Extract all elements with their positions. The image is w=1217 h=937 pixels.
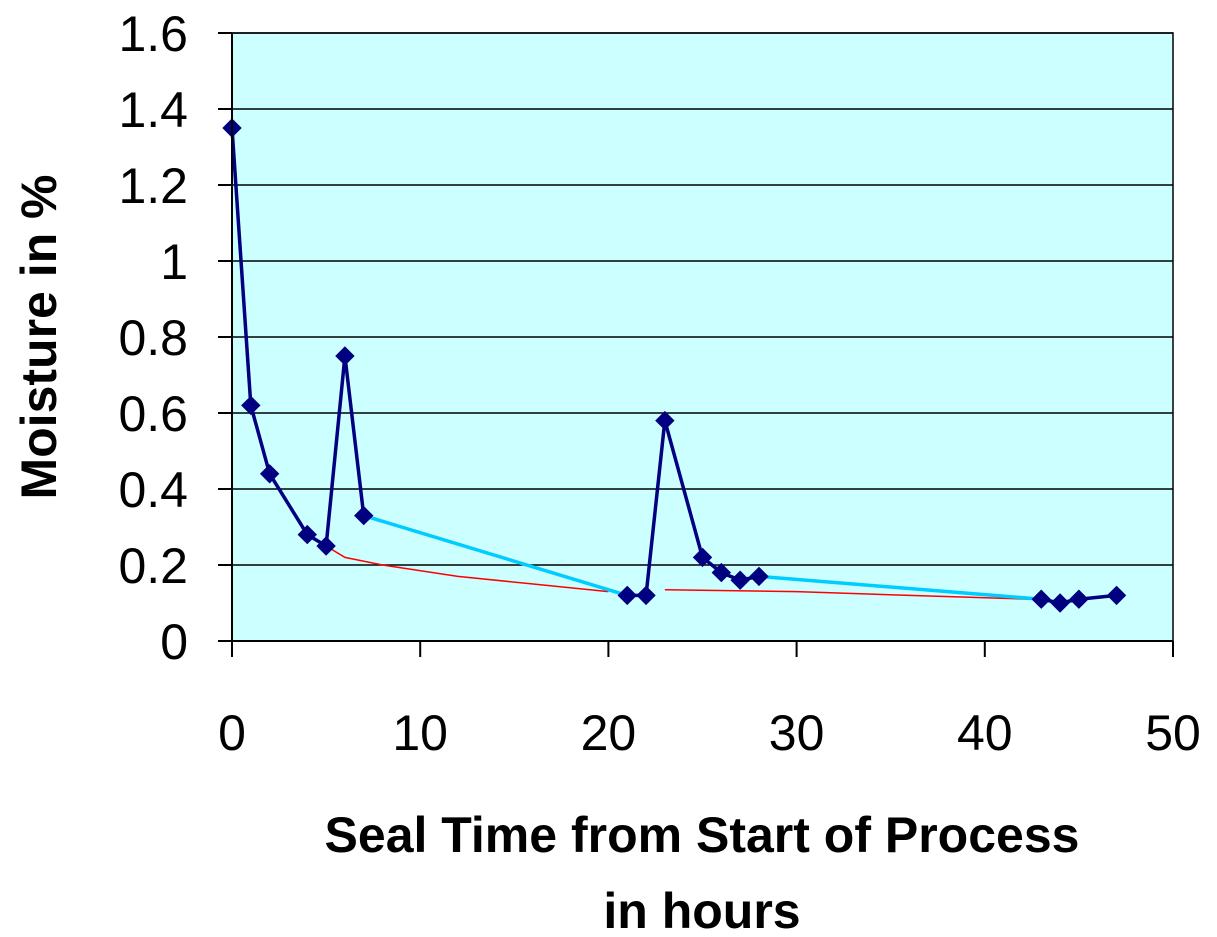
data-point-8 [636, 585, 656, 606]
y-tick-label-4: 0.8 [118, 310, 188, 366]
x-tick-label-2: 20 [581, 705, 637, 761]
y-tick-label-8: 1.6 [118, 6, 188, 62]
y-tick-label-2: 0.4 [118, 462, 188, 518]
y-tick-label-6: 1.2 [118, 158, 188, 214]
x-tick-labels: 0 10 20 30 40 50 [218, 705, 1201, 761]
series-segment-5 [343, 355, 366, 516]
y-tick-label-0: 0 [160, 614, 188, 670]
data-point-17 [1106, 585, 1127, 606]
data-point-13 [749, 566, 769, 587]
series-segment-4 [324, 355, 347, 547]
x-tick-label-5: 50 [1145, 705, 1201, 761]
series-segment-0 [230, 127, 253, 406]
data-point-16 [1069, 589, 1089, 609]
data-point-15 [1050, 593, 1070, 613]
x-tick-label-4: 40 [957, 705, 1013, 761]
series-segment-6 [363, 513, 628, 598]
x-tick-label-1: 10 [392, 705, 448, 761]
x-tick-label-3: 30 [769, 705, 825, 761]
data-point-6 [354, 505, 374, 526]
data-point-12 [730, 570, 750, 590]
data-point-10 [692, 547, 713, 568]
series-segment-1 [249, 404, 272, 475]
y-tick-label-1: 0.2 [118, 538, 188, 594]
y-tick-labels: 0 0.2 0.4 0.6 0.8 1 1.2 1.4 1.6 [118, 6, 188, 670]
y-tick-label-3: 0.6 [118, 386, 188, 442]
data-series [222, 118, 1127, 613]
data-point-2 [259, 464, 280, 484]
data-point-7 [617, 585, 637, 606]
trend-line-1 [664, 588, 1032, 600]
data-point-3 [297, 524, 317, 545]
trend-lines [325, 545, 1032, 600]
y-tick-label-7: 1.4 [118, 82, 188, 138]
x-tick-label-0: 0 [218, 705, 246, 761]
series-segment-13 [758, 574, 1042, 601]
series-segment-2 [268, 472, 309, 536]
data-point-9 [655, 410, 675, 431]
y-axis-title: Moisture in % [11, 174, 67, 499]
data-point-4 [316, 536, 336, 556]
series-segment-9 [663, 420, 705, 558]
x-axis-title-line-1: Seal Time from Start of Process [325, 807, 1080, 863]
data-point-5 [335, 346, 355, 366]
data-point-14 [1031, 589, 1051, 609]
trend-line-0 [325, 545, 609, 593]
axes [218, 32, 1174, 657]
series-segment-8 [644, 420, 667, 596]
data-point-1 [241, 395, 261, 416]
gridlines [232, 32, 1173, 566]
data-point-11 [711, 562, 732, 583]
y-tick-label-5: 1 [160, 234, 188, 290]
x-axis-title-line-2: in hours [603, 883, 800, 937]
